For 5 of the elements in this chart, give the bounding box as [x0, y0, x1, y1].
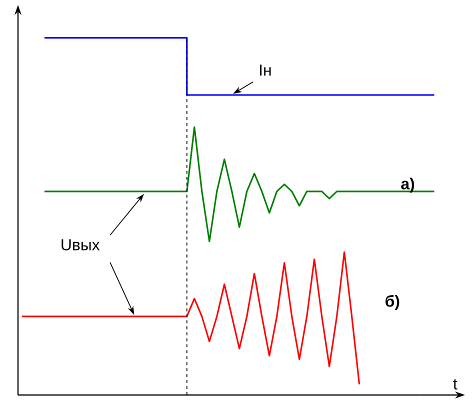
series-label: а)	[401, 178, 414, 193]
annotation: Uвых	[62, 239, 100, 250]
series-label: Iн	[260, 64, 271, 76]
x-axis-title: t	[453, 379, 458, 390]
text: б)	[386, 294, 400, 310]
